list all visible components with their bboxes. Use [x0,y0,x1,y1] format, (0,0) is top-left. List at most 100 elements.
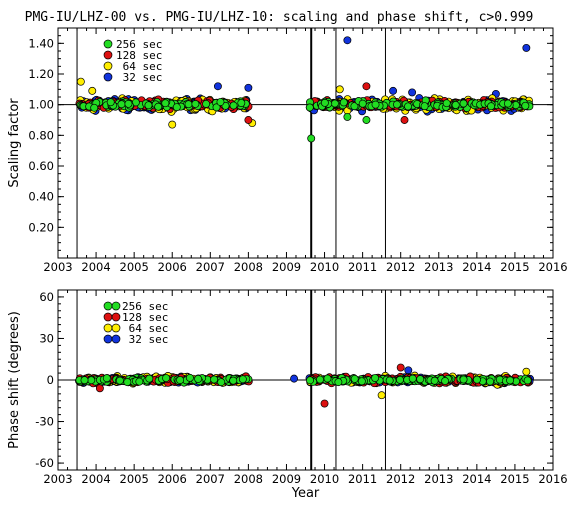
data-point [442,99,451,108]
data-point [441,377,450,385]
data-point [408,374,417,383]
data-point [144,101,153,110]
data-point [216,98,225,106]
data-point [335,85,344,94]
data-point [238,375,247,384]
data-point [459,375,468,384]
data-point [362,116,371,124]
y-tick-label: 1.40 [28,36,54,50]
data-point [350,374,359,383]
data-point [371,100,380,109]
data-point [87,376,96,385]
x-tick-label: 2003 [43,472,72,486]
data-point [123,378,132,387]
x-tick-label: 2008 [234,472,263,486]
x-axis-label: Year [291,486,320,501]
legend-label: 128 sec [122,311,168,324]
data-point [185,373,194,382]
data-point [343,36,352,45]
x-tick-label: 2016 [538,260,567,274]
legend-swatch [111,312,121,322]
x-tick-label: 2011 [348,472,377,486]
y-axis-label: Phase shift (degrees) [7,311,22,449]
data-point [486,377,495,386]
data-point [521,101,530,110]
x-tick-label: 2010 [310,472,339,486]
data-point [420,102,429,111]
x-tick-label: 2008 [234,260,263,274]
data-point [404,102,412,111]
y-tick-label: 0.60 [28,159,54,173]
x-tick-label: 2013 [424,260,453,274]
y-tick-label: -60 [35,456,54,470]
data-point [404,366,413,375]
data-point [154,102,163,111]
data-point [358,99,367,108]
legend-swatch [103,301,113,311]
data-point [76,77,85,86]
data-point [339,98,348,107]
data-point [90,103,99,112]
y-tick-label: 1.20 [28,67,54,81]
data-point [95,384,104,393]
y-axis-label: Scaling factor [7,98,22,188]
x-tick-label: 2016 [538,472,567,486]
data-point [459,99,468,108]
legend-swatch [103,312,113,322]
x-tick-label: 2004 [81,260,110,274]
data-point [306,376,314,385]
x-tick-label: 2012 [386,472,415,486]
legend-label: 256 sec [122,300,168,313]
data-point [334,378,343,387]
y-tick-label: 1.00 [28,98,54,112]
data-point [244,116,253,124]
legend-swatch [103,323,113,333]
legend-swatch [111,334,121,344]
y-tick-label: 60 [39,290,54,304]
legend-swatch [103,61,113,71]
data-point [145,374,154,383]
data-point [237,99,246,107]
data-point [430,376,439,385]
x-tick-label: 2009 [272,472,301,486]
data-point [320,98,329,107]
data-point [135,377,144,386]
data-point [320,399,329,408]
data-point [305,103,314,112]
data-point [117,100,126,109]
data-points [75,363,534,408]
data-point [416,375,425,384]
data-point [357,377,366,386]
data-point [115,376,124,385]
data-point [523,376,532,385]
legend-swatch [103,72,113,82]
data-point [210,375,219,384]
x-tick-label: 2013 [424,472,453,486]
data-point [396,363,405,372]
data-point [162,374,171,383]
data-point [213,82,222,91]
y-tick-label: 0 [47,373,54,387]
data-point [392,100,401,109]
data-point [389,86,398,95]
legend-label: 128 sec [116,49,162,62]
data-point [290,374,299,383]
data-point [168,120,177,129]
x-tick-label: 2005 [120,260,149,274]
x-tick-label: 2006 [158,472,187,486]
data-points [75,36,534,143]
data-point [385,376,394,385]
legend-swatch [103,50,113,60]
x-tick-label: 2004 [81,472,110,486]
x-tick-label: 2007 [196,472,225,486]
data-point [124,99,133,108]
legend-swatch [103,39,113,49]
data-point [371,374,380,383]
data-point [176,376,185,384]
data-point [102,374,111,383]
x-tick-label: 2015 [500,260,529,274]
legend-swatch [111,323,121,333]
data-point [330,99,339,108]
